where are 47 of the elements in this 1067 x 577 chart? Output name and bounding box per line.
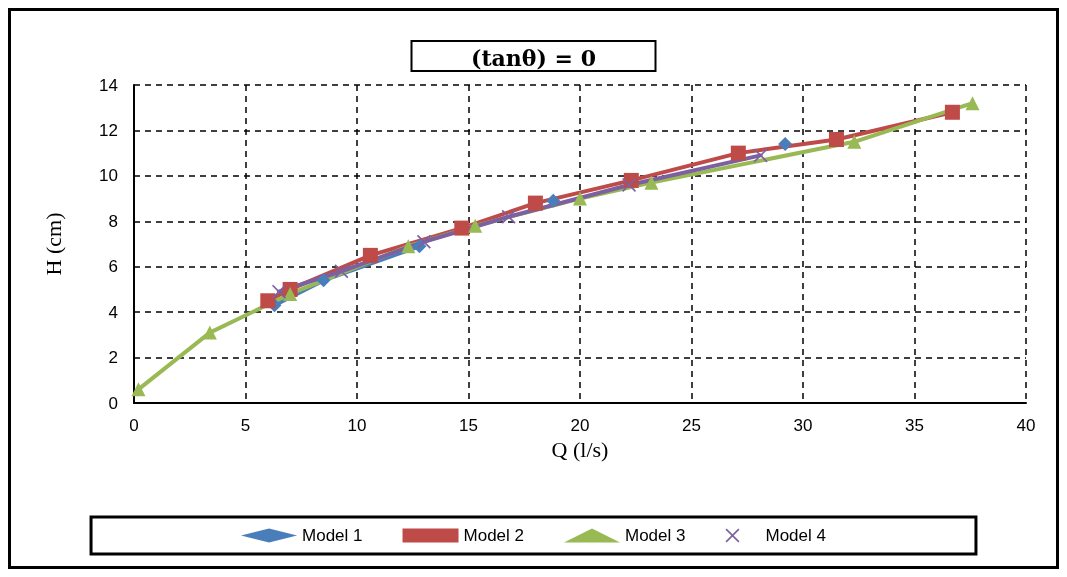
x-tick-label: 0 bbox=[129, 416, 139, 435]
point bbox=[847, 134, 862, 149]
x-tick-label: 35 bbox=[905, 416, 924, 435]
point bbox=[527, 195, 543, 211]
x-tick-label: 30 bbox=[793, 416, 813, 435]
point bbox=[316, 273, 331, 288]
legend-label: Model 2 bbox=[463, 526, 524, 545]
point bbox=[546, 193, 561, 208]
x-tick-label: 20 bbox=[570, 416, 590, 435]
legend-label: Model 1 bbox=[302, 526, 363, 545]
point bbox=[202, 325, 217, 340]
legend-label: Model 3 bbox=[625, 526, 686, 545]
chart-title: (tanθ) = 0 bbox=[471, 45, 596, 71]
point bbox=[283, 286, 298, 301]
point bbox=[454, 220, 470, 236]
point bbox=[965, 96, 980, 111]
point bbox=[622, 177, 637, 192]
y-axis-title: H (cm) bbox=[40, 212, 66, 276]
y-tick-label: 2 bbox=[108, 348, 118, 368]
x-tick-label: 5 bbox=[240, 416, 251, 435]
point bbox=[573, 191, 587, 206]
point bbox=[944, 104, 960, 120]
y-tick-label: 0 bbox=[108, 393, 118, 413]
y-tick-label: 6 bbox=[108, 257, 118, 277]
point bbox=[828, 132, 844, 148]
legend-label: Model 4 bbox=[765, 526, 826, 545]
x-tick-label: 40 bbox=[1016, 416, 1036, 435]
point bbox=[260, 293, 276, 309]
point bbox=[468, 218, 483, 233]
point bbox=[401, 239, 416, 254]
point bbox=[730, 145, 746, 161]
point bbox=[644, 175, 659, 190]
point bbox=[334, 264, 349, 279]
x-tick-label: 10 bbox=[347, 416, 367, 435]
y-tick-label: 4 bbox=[108, 302, 118, 322]
y-tick-label: 14 bbox=[99, 75, 118, 95]
x-tick-label: 15 bbox=[459, 416, 478, 435]
x-axis-title: Q (l/s) bbox=[551, 437, 609, 463]
y-tick-label: 10 bbox=[99, 166, 118, 186]
y-tick-label: 8 bbox=[108, 211, 118, 231]
point bbox=[131, 382, 146, 397]
x-tick-label: 25 bbox=[682, 416, 701, 435]
point bbox=[753, 148, 768, 163]
point bbox=[778, 137, 793, 152]
y-tick-label: 12 bbox=[99, 120, 118, 140]
point bbox=[362, 247, 378, 263]
point bbox=[501, 209, 516, 224]
